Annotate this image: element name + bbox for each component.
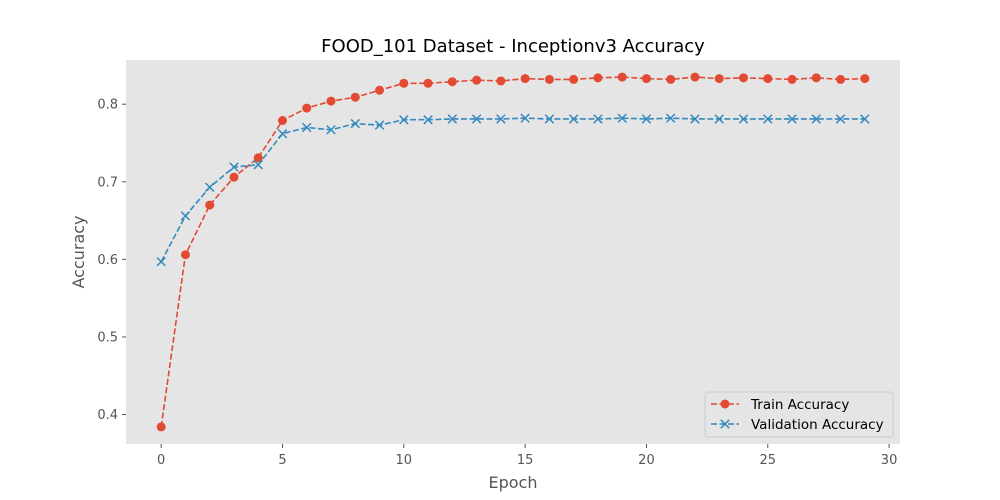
y-tick-label: 0.6 bbox=[97, 253, 118, 268]
data-point bbox=[447, 114, 458, 124]
data-point bbox=[253, 159, 263, 170]
series-layer bbox=[156, 72, 870, 432]
data-point bbox=[496, 114, 506, 124]
data-point bbox=[714, 114, 724, 124]
legend-item: Validation Accuracy bbox=[711, 417, 884, 433]
data-point bbox=[836, 74, 846, 84]
data-point bbox=[496, 76, 506, 86]
data-point bbox=[350, 118, 361, 129]
x-axis-label: Epoch bbox=[489, 473, 538, 492]
y-axis: 0.4 0.5 0.6 0.7 0.8 bbox=[97, 98, 126, 423]
data-point bbox=[787, 114, 797, 124]
data-point bbox=[180, 211, 191, 221]
legend-marker bbox=[720, 419, 730, 429]
data-point bbox=[617, 113, 627, 123]
data-point bbox=[375, 85, 385, 95]
y-tick-label: 0.5 bbox=[97, 330, 118, 345]
legend: Train Accuracy Validation Accuracy bbox=[704, 391, 894, 438]
x-tick-label: 5 bbox=[278, 453, 286, 468]
data-point bbox=[277, 116, 287, 126]
series-validation-accuracy bbox=[156, 113, 870, 267]
data-point bbox=[787, 74, 797, 84]
data-point bbox=[205, 200, 215, 210]
data-point bbox=[763, 74, 773, 84]
data-point bbox=[472, 75, 482, 85]
data-point bbox=[738, 114, 749, 124]
data-point bbox=[423, 115, 433, 125]
data-point bbox=[690, 114, 700, 124]
x-tick-label: 15 bbox=[517, 453, 534, 468]
plot-area bbox=[126, 60, 900, 444]
x-tick-label: 20 bbox=[638, 453, 655, 468]
data-point bbox=[399, 115, 409, 125]
legend-label: Train Accuracy bbox=[750, 397, 849, 413]
y-tick-label: 0.8 bbox=[97, 98, 118, 113]
data-point bbox=[253, 153, 263, 163]
data-point bbox=[665, 113, 676, 123]
data-point bbox=[326, 96, 336, 106]
legend-label: Validation Accuracy bbox=[751, 417, 884, 433]
data-point bbox=[617, 72, 627, 82]
data-point bbox=[666, 74, 676, 84]
data-point bbox=[520, 113, 530, 123]
data-point bbox=[326, 125, 336, 135]
y-tick-label: 0.7 bbox=[97, 175, 118, 190]
x-tick-label: 10 bbox=[396, 453, 413, 468]
data-point bbox=[835, 114, 846, 124]
data-point bbox=[156, 256, 166, 267]
x-axis: 0 5 10 15 20 25 30 bbox=[157, 444, 897, 468]
data-point bbox=[763, 114, 773, 124]
data-point bbox=[860, 114, 870, 124]
data-point bbox=[302, 122, 312, 133]
chart-title: FOOD_101 Dataset - Inceptionv3 Accuracy bbox=[321, 36, 705, 57]
data-point bbox=[593, 73, 603, 83]
data-point bbox=[641, 74, 651, 84]
data-point bbox=[568, 114, 579, 124]
series-line bbox=[160, 117, 865, 263]
data-point bbox=[520, 74, 530, 84]
x-tick-label: 0 bbox=[157, 453, 165, 468]
y-axis-label: Accuracy bbox=[69, 215, 88, 288]
data-point bbox=[229, 162, 239, 172]
data-point bbox=[690, 72, 700, 82]
y-tick-label: 0.4 bbox=[97, 408, 118, 423]
data-point bbox=[277, 128, 288, 139]
data-point bbox=[471, 114, 482, 124]
data-point bbox=[811, 114, 822, 124]
data-point bbox=[229, 172, 239, 182]
data-point bbox=[593, 114, 603, 124]
data-point bbox=[180, 250, 190, 260]
legend-item: Train Accuracy bbox=[711, 397, 849, 413]
legend-box bbox=[704, 391, 894, 438]
data-point bbox=[399, 78, 409, 88]
series-line bbox=[160, 76, 865, 428]
data-point bbox=[447, 77, 457, 87]
data-point bbox=[374, 120, 385, 130]
x-tick-label: 30 bbox=[881, 453, 898, 468]
legend-marker bbox=[720, 399, 730, 409]
data-point bbox=[350, 92, 360, 102]
series-train-accuracy bbox=[156, 72, 870, 432]
data-point bbox=[641, 114, 652, 124]
data-point bbox=[423, 78, 433, 88]
data-point bbox=[156, 422, 166, 432]
data-point bbox=[544, 74, 554, 84]
data-point bbox=[569, 74, 579, 84]
data-point bbox=[739, 73, 749, 83]
data-point bbox=[544, 114, 555, 124]
data-point bbox=[204, 182, 215, 192]
data-point bbox=[714, 74, 724, 84]
x-tick-label: 25 bbox=[759, 453, 776, 468]
data-point bbox=[811, 73, 821, 83]
data-point bbox=[860, 74, 870, 84]
data-point bbox=[302, 103, 312, 113]
